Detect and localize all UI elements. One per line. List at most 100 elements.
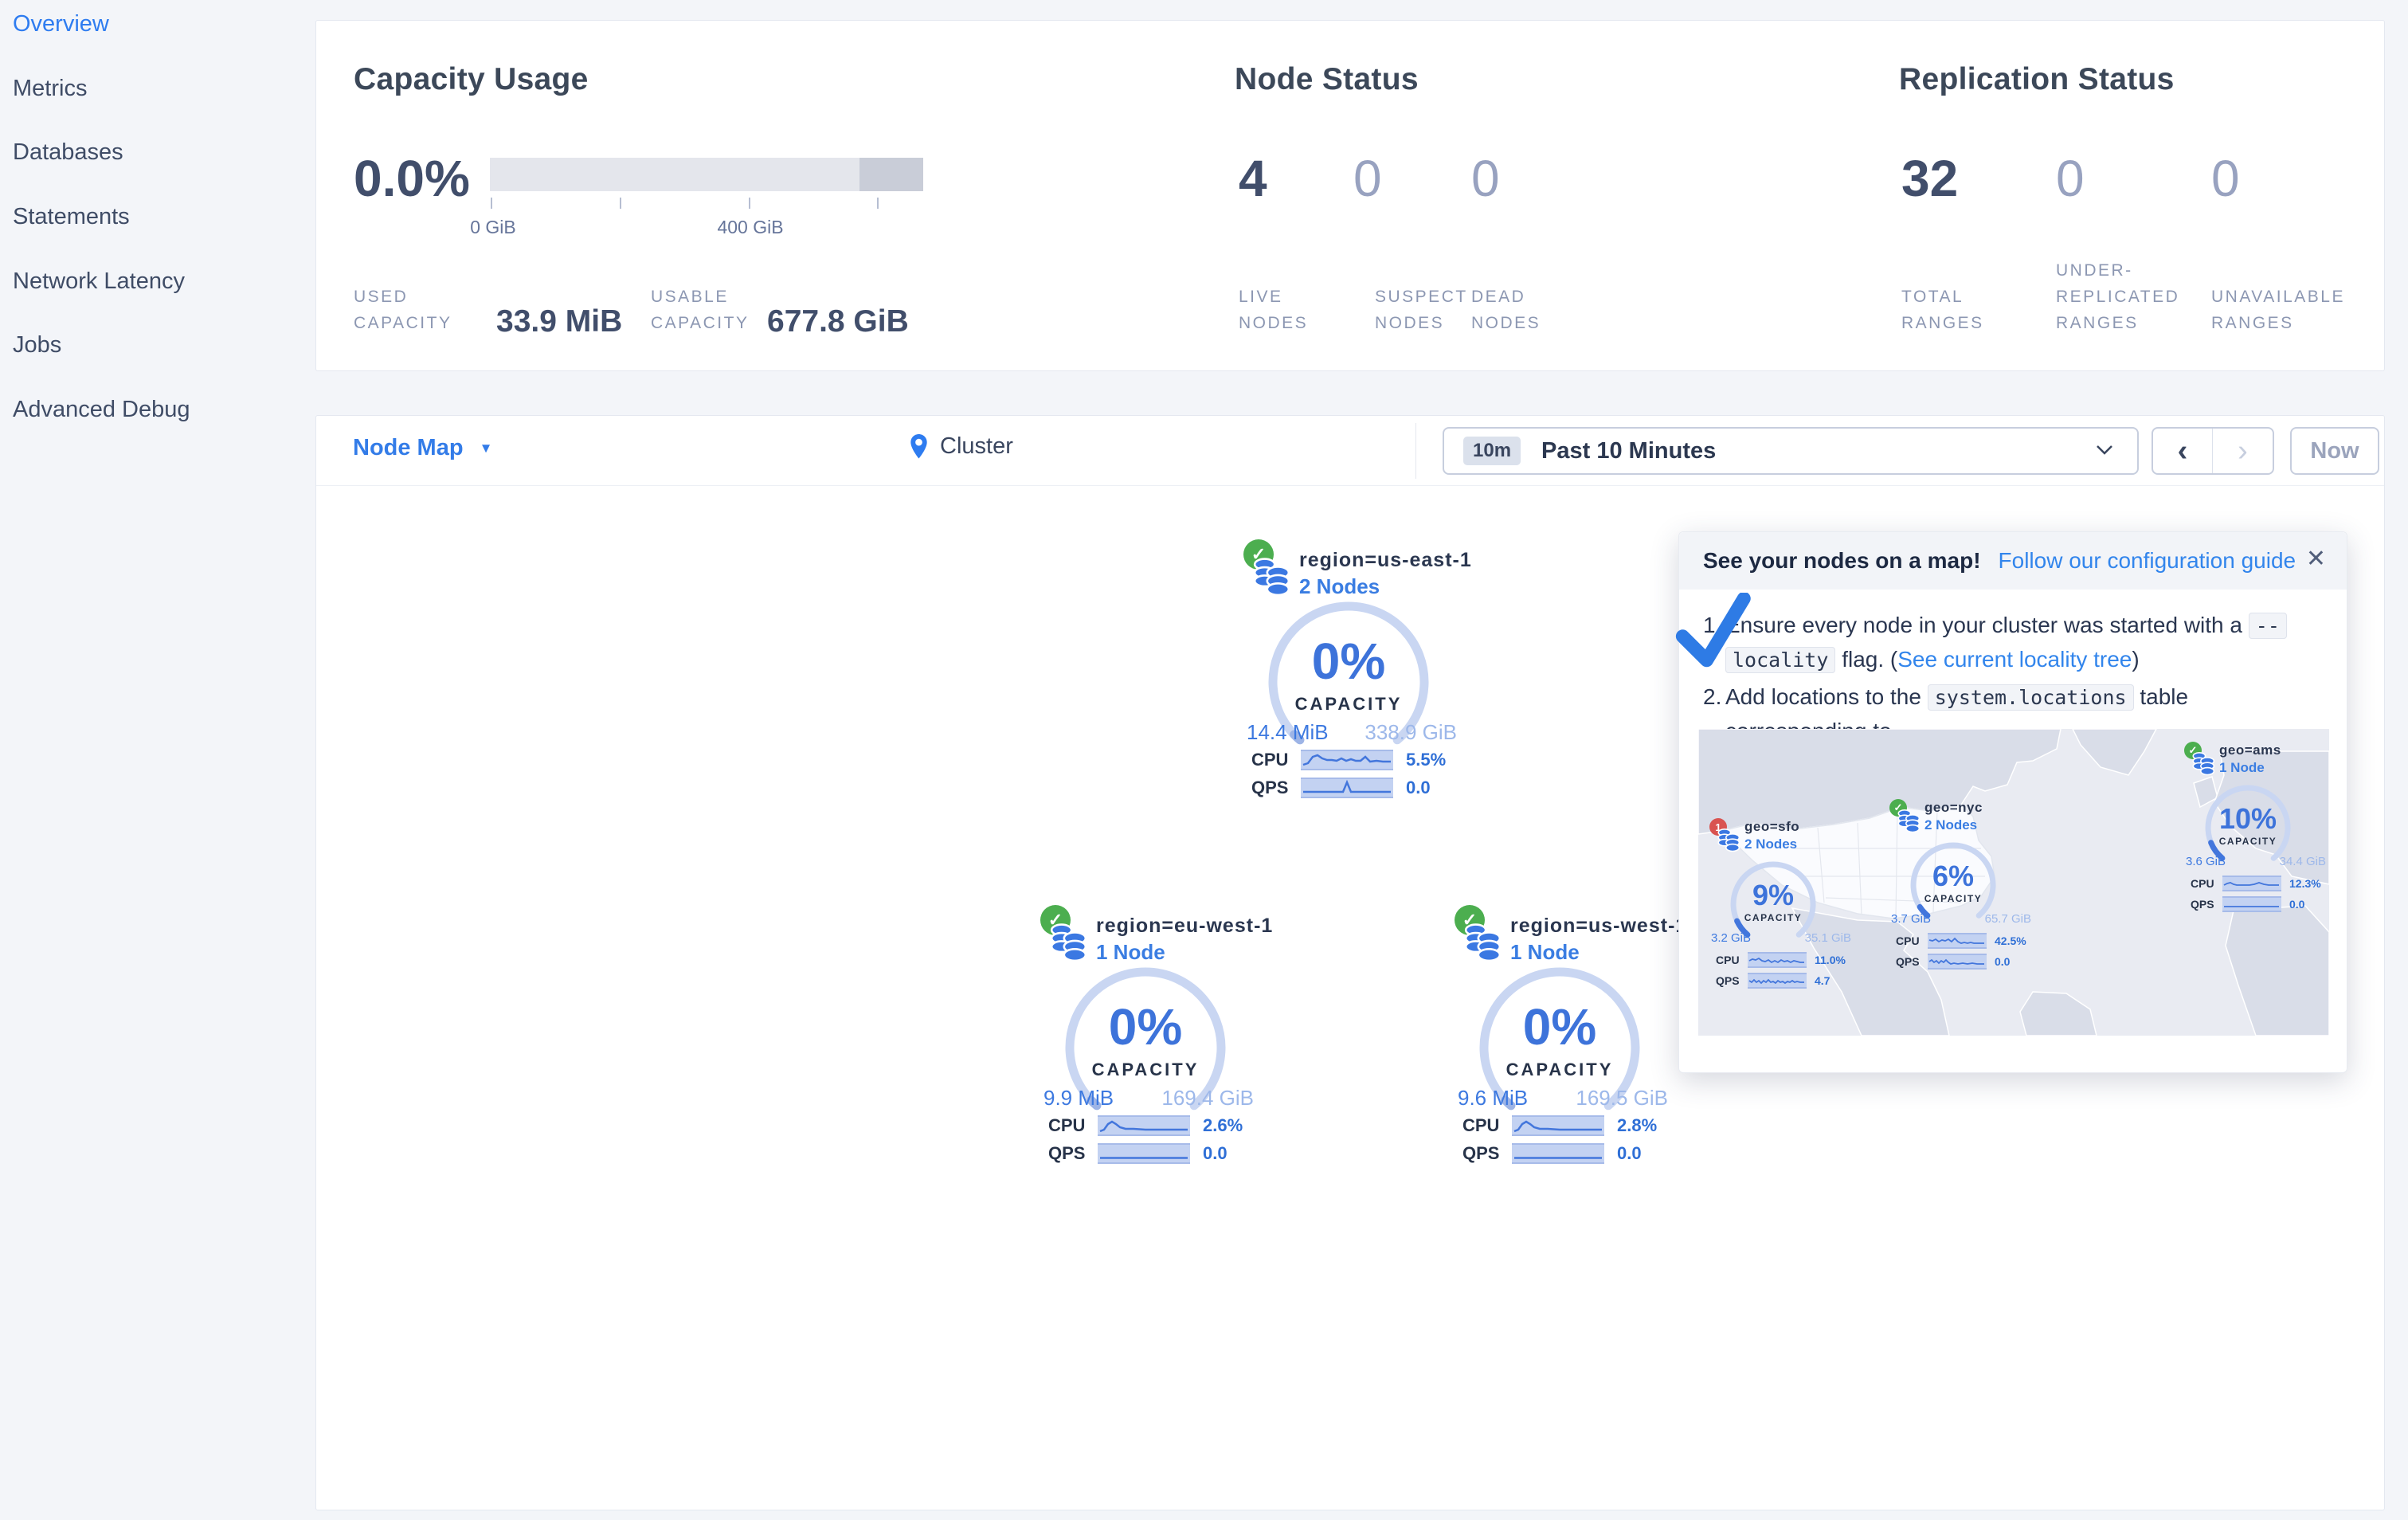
sidebar-item-metrics[interactable]: Metrics bbox=[13, 76, 88, 101]
label-line: UNDER- bbox=[2056, 261, 2133, 280]
cpu-value: 12.3% bbox=[2289, 877, 2321, 890]
label-line: CAPACITY bbox=[354, 314, 452, 332]
axis-tick bbox=[877, 198, 879, 209]
region-nodes-link[interactable]: 1 Node bbox=[1510, 940, 1580, 964]
capacity-usage-bar-segment bbox=[859, 158, 923, 191]
label-line: RANGES bbox=[2211, 314, 2294, 332]
tooltip-header: See your nodes on a map! Follow our conf… bbox=[1679, 532, 2347, 590]
label-line: NODES bbox=[1239, 314, 1309, 332]
sidebar-item-jobs[interactable]: Jobs bbox=[13, 332, 62, 358]
capacity-label: CAPACITY bbox=[1744, 912, 1803, 923]
qps-value: 0.0 bbox=[1406, 778, 1431, 797]
region-title: geo=sfo bbox=[1744, 819, 1800, 834]
time-next-button[interactable]: › bbox=[2238, 433, 2248, 468]
sidebar-item-network-latency[interactable]: Network Latency bbox=[13, 268, 185, 294]
usable-capacity-value: 677.8 GiB bbox=[767, 304, 909, 339]
sidebar-item-databases[interactable]: Databases bbox=[13, 139, 123, 165]
used-capacity-label: USED CAPACITY bbox=[354, 284, 452, 336]
label-line: RANGES bbox=[2056, 314, 2139, 332]
node-status-title: Node Status bbox=[1235, 62, 1419, 96]
mini-region-geo-nyc: ✓ geo=nyc 2 Nodes 6% CAPACITY 3.7 GiB 65… bbox=[1889, 796, 2046, 974]
database-stack-icon bbox=[1897, 809, 1920, 833]
region-title: region=eu-west-1 bbox=[1096, 915, 1274, 937]
qps-label: QPS bbox=[1251, 778, 1289, 797]
locality-tree-link[interactable]: See current locality tree bbox=[1897, 647, 2132, 672]
cpu-value: 2.6% bbox=[1203, 1115, 1243, 1135]
close-icon[interactable]: ✕ bbox=[2305, 546, 2326, 572]
used-value: 3.7 GiB bbox=[1891, 912, 1932, 926]
capacity-gauge bbox=[1910, 842, 1996, 919]
unavailable-ranges-label: UNAVAILABLE RANGES bbox=[2211, 284, 2345, 336]
region-title: region=us-west-1 bbox=[1510, 915, 1688, 937]
step-text: ) bbox=[2132, 647, 2140, 672]
region-nodes-label: 2 Nodes bbox=[1744, 836, 1798, 852]
qps-label: QPS bbox=[1716, 974, 1740, 987]
cpu-value: 11.0% bbox=[1815, 954, 1846, 966]
view-mode-label: Node Map bbox=[353, 435, 464, 460]
breadcrumb[interactable]: Cluster bbox=[909, 433, 1013, 460]
used-capacity-value: 33.9 MiB bbox=[496, 304, 623, 339]
replication-status-title: Replication Status bbox=[1899, 62, 2175, 96]
live-nodes-count: 4 bbox=[1239, 150, 1267, 207]
live-nodes-label: LIVE NODES bbox=[1239, 284, 1308, 336]
dead-nodes-label: DEAD NODES bbox=[1471, 284, 1541, 336]
label-line: RANGES bbox=[1901, 314, 1984, 332]
sidebar: Overview Metrics Databases Statements Ne… bbox=[0, 0, 315, 1520]
now-button[interactable]: Now bbox=[2290, 427, 2379, 475]
capacity-percent: 6% bbox=[1932, 860, 1975, 892]
label-line: USABLE bbox=[651, 288, 729, 306]
capacity-gauge bbox=[1479, 967, 1640, 1111]
qps-sparkline bbox=[1928, 954, 1987, 970]
total-value: 34.4 GiB bbox=[2279, 855, 2326, 868]
region-nodes-link[interactable]: 1 Node bbox=[1096, 940, 1165, 964]
region-card-eu-west-1[interactable]: ✓ region=eu-west-1 1 Node 0% CAPACITY 9.… bbox=[1040, 905, 1272, 1168]
cpu-label: CPU bbox=[1251, 750, 1289, 770]
mini-region-geo-ams: ✓ geo=ams 1 Node 10% CAPACITY 3.6 GiB 34… bbox=[2184, 738, 2329, 917]
sidebar-item-advanced-debug[interactable]: Advanced Debug bbox=[13, 397, 190, 422]
cluster-summary-panel: Capacity Usage 0.0% 0 GiB 400 GiB USED C… bbox=[315, 20, 2385, 371]
qps-sparkline bbox=[1512, 1143, 1604, 1164]
cpu-sparkline bbox=[1928, 933, 1987, 949]
sidebar-item-overview[interactable]: Overview bbox=[13, 11, 109, 37]
qps-value: 0.0 bbox=[1203, 1143, 1227, 1163]
view-mode-dropdown[interactable]: Node Map ▼ bbox=[353, 435, 492, 461]
time-range-select[interactable]: 10m Past 10 Minutes bbox=[1443, 427, 2139, 475]
qps-sparkline bbox=[1748, 973, 1807, 989]
qps-label: QPS bbox=[1048, 1143, 1086, 1163]
total-ranges-label: TOTAL RANGES bbox=[1901, 284, 1984, 336]
total-value: 35.1 GiB bbox=[1804, 931, 1851, 945]
big-check-icon bbox=[1675, 593, 1751, 668]
qps-label: QPS bbox=[2191, 898, 2214, 911]
capacity-usage-percent: 0.0% bbox=[354, 150, 470, 207]
node-map-setup-tooltip: See your nodes on a map! Follow our conf… bbox=[1675, 531, 2347, 1073]
node-map-panel: Node Map ▼ Cluster 10m Past 10 Minutes ‹… bbox=[315, 415, 2385, 1510]
time-prev-button[interactable]: ‹ bbox=[2153, 429, 2213, 473]
cpu-label: CPU bbox=[1462, 1115, 1500, 1135]
database-stack-icon bbox=[1464, 923, 1501, 962]
total-value: 169.4 GiB bbox=[1161, 1086, 1254, 1110]
database-stack-icon bbox=[2192, 751, 2214, 776]
qps-value: 0.0 bbox=[1995, 955, 2011, 968]
under-replicated-label: UNDER- REPLICATED RANGES bbox=[2056, 257, 2179, 336]
qps-value: 4.7 bbox=[1815, 974, 1830, 987]
sidebar-item-statements[interactable]: Statements bbox=[13, 204, 130, 229]
configuration-guide-link[interactable]: Follow our configuration guide bbox=[1998, 548, 2296, 573]
label-line: LIVE bbox=[1239, 288, 1283, 306]
cpu-label: CPU bbox=[1716, 954, 1740, 966]
node-map-preview: 1 geo=sfo 2 Nodes 9% CAPACITY 3.2 GiB 35… bbox=[1698, 729, 2329, 1036]
capacity-label: CAPACITY bbox=[1505, 1060, 1614, 1079]
node-map-toolbar: Node Map ▼ Cluster 10m Past 10 Minutes ‹… bbox=[316, 416, 2384, 486]
cpu-sparkline bbox=[2222, 876, 2281, 891]
dead-nodes-count: 0 bbox=[1471, 150, 1500, 207]
suspect-nodes-count: 0 bbox=[1353, 150, 1382, 207]
capacity-label: CAPACITY bbox=[1924, 893, 1983, 904]
region-nodes-link[interactable]: 2 Nodes bbox=[1299, 574, 1380, 598]
guide-step-1: 1. Ensure every node in your cluster was… bbox=[1703, 609, 2320, 677]
qps-label: QPS bbox=[1462, 1143, 1500, 1163]
capacity-usage-title: Capacity Usage bbox=[354, 62, 589, 96]
label-line: TOTAL bbox=[1901, 288, 1964, 306]
qps-value: 0.0 bbox=[2289, 898, 2305, 911]
region-card-us-west-1[interactable]: ✓ region=us-west-1 1 Node 0% CAPACITY 9.… bbox=[1455, 905, 1686, 1168]
under-replicated-count: 0 bbox=[2056, 150, 2085, 207]
region-card-us-east-1[interactable]: ✓ region=us-east-1 2 Nodes 0% CAPACITY 1… bbox=[1243, 539, 1471, 802]
